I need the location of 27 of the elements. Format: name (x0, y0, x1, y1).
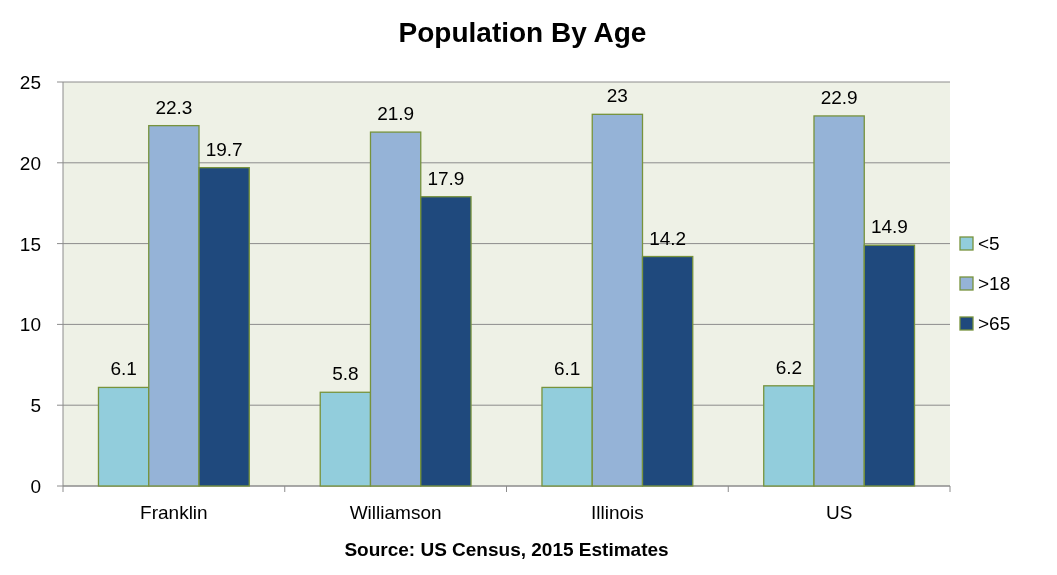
y-tick-label: 5 (30, 395, 41, 417)
legend-label: >65 (978, 313, 1011, 334)
y-tick-label: 10 (19, 314, 41, 336)
data-label: 5.8 (332, 363, 359, 385)
data-label: 22.9 (820, 86, 858, 108)
data-label: 17.9 (427, 167, 465, 189)
data-label: 14.9 (870, 216, 908, 238)
data-label: 6.2 (775, 356, 803, 378)
source-note: Source: US Census, 2015 Estimates (344, 539, 669, 560)
y-tick-label: 20 (19, 152, 41, 174)
chart-title: Population By Age (398, 17, 647, 48)
data-label: 6.1 (553, 358, 581, 380)
x-tick-label: Illinois (590, 502, 644, 523)
x-tick-label: Williamson (349, 502, 442, 523)
legend-label: <5 (978, 233, 1000, 254)
y-tick-label: 15 (19, 233, 41, 255)
x-tick-label: Franklin (140, 502, 208, 523)
data-label: 21.9 (377, 103, 415, 125)
data-label: 23 (606, 85, 628, 107)
data-label: 19.7 (205, 138, 243, 160)
x-tick-label: US (825, 502, 853, 523)
y-tick-label: 25 (19, 72, 41, 93)
data-label: 14.2 (649, 227, 687, 249)
data-label: 6.1 (110, 358, 137, 380)
y-tick-label: 0 (30, 476, 41, 497)
data-label: 22.3 (155, 96, 193, 118)
legend-label: >18 (978, 273, 1011, 294)
